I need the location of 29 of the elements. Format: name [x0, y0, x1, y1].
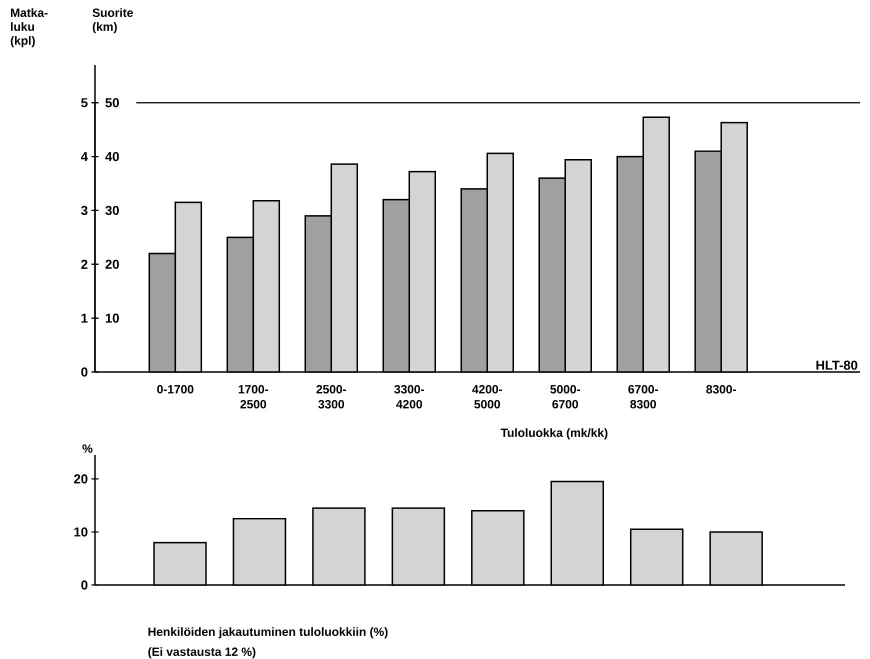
x-axis-title: Tuloluokka (mk/kk) [500, 428, 608, 440]
y2-tick-label: 10 [106, 314, 119, 323]
x-axis-title: Henkilöiden jakautuminen tuloluokkiin (%) [148, 627, 388, 638]
x-tick-label: 6700-8300 [628, 385, 658, 408]
text: (Ei vastausta 12 %) [148, 647, 256, 658]
x-tick-label: 2500-3300 [316, 385, 346, 408]
y2-tick-label: 30 [105, 206, 119, 216]
y2-tick-label: 40 [105, 152, 119, 162]
y-tick-label: 0 [81, 367, 88, 377]
x-tick-label: 8300- [706, 385, 736, 394]
y-tick-label: 4 [80, 152, 88, 162]
y2-axis-title: Suorite (km) [92, 8, 133, 34]
y2-tick-label: 50 [105, 98, 119, 108]
x-tick-label: 3300-4200 [394, 385, 424, 408]
y-tick-label: 2 [81, 260, 88, 269]
text: HLT-80 [816, 360, 858, 370]
y-axis-title: % [82, 444, 92, 453]
y-tick-label: 3 [81, 206, 88, 216]
x-tick-label: 5000-6700 [550, 385, 580, 408]
y-tick-label: 20 [74, 474, 88, 484]
y-axis-title: Matka-luku (kpl) [10, 8, 48, 48]
y-tick-label: 1 [82, 314, 88, 323]
y-tick-label: 0 [81, 580, 88, 590]
x-tick-label: 1700-2500 [238, 385, 268, 408]
y-tick-label: 10 [74, 527, 88, 537]
x-tick-label: 0-1700 [157, 385, 194, 394]
x-tick-label: 4200-5000 [472, 385, 502, 408]
y-tick-label: 5 [81, 98, 88, 108]
y2-tick-label: 20 [105, 260, 119, 269]
